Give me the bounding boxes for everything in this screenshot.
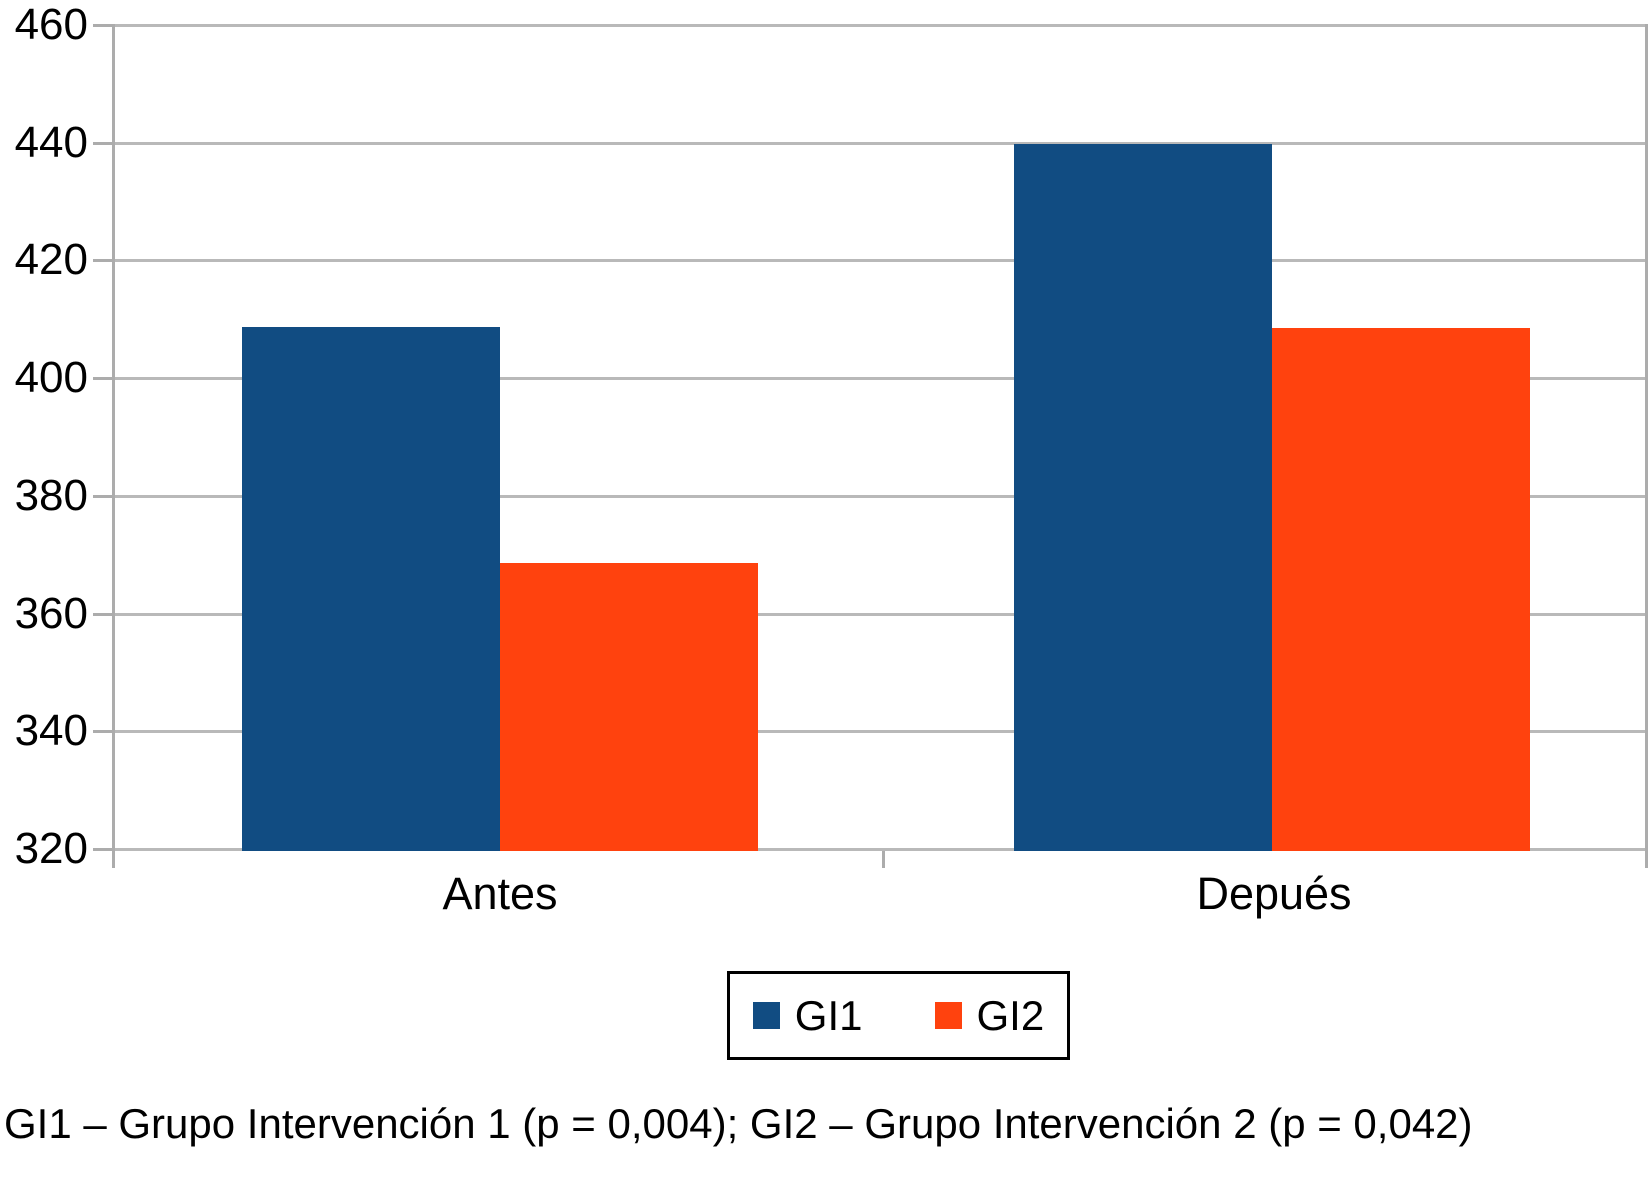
y-axis-tick-380 (93, 494, 112, 498)
x-axis-middle-tick (882, 851, 885, 868)
gridline-460 (112, 24, 1648, 27)
gridline-380 (112, 494, 1648, 498)
y-axis-tick-420 (93, 259, 112, 263)
y-axis-label-380: 380 (14, 470, 88, 520)
gridline-440 (112, 141, 1648, 145)
y-axis-tick-440 (93, 141, 112, 145)
y-axis-tick-460 (93, 24, 112, 27)
gridline-340 (112, 730, 1648, 734)
y-axis-label-400: 400 (14, 353, 88, 403)
footnote-caption: GI1 – Grupo Intervención 1 (p = 0,004); … (4, 1100, 1473, 1147)
bar-gi1-category-0 (242, 327, 500, 851)
y-axis-label-440: 440 (14, 117, 88, 167)
y-axis-label-420: 420 (14, 235, 88, 285)
y-axis-tick-320 (93, 848, 112, 851)
y-axis-label-320: 320 (14, 824, 88, 873)
legend-swatch-gi2-icon (934, 1002, 962, 1029)
x-axis-label-despues: Depués (1196, 868, 1352, 919)
bar-gi2-category-1 (1272, 327, 1530, 851)
bar-gi1-category-1 (1014, 144, 1272, 851)
y-axis-label-360: 360 (14, 588, 88, 638)
y-axis-label-340: 340 (14, 706, 88, 756)
plot-area (93, 24, 1648, 868)
gridline-320 (112, 848, 1648, 851)
legend-swatch-gi1-icon (752, 1002, 780, 1029)
bar-gi2-category-0 (500, 562, 758, 851)
legend-label-gi1: GI1 (794, 991, 863, 1039)
legend-label-gi2: GI2 (976, 991, 1045, 1039)
gridline-420 (112, 259, 1648, 263)
plot-right-border-line (1645, 24, 1648, 868)
y-axis-tick-340 (93, 730, 112, 734)
y-axis-tick-400 (93, 377, 112, 381)
y-axis-tick-360 (93, 612, 112, 616)
y-axis-line (112, 24, 115, 868)
gridline-360 (112, 612, 1648, 616)
x-axis-label-antes: Antes (442, 868, 558, 919)
legend-item-gi2: GI2 (934, 991, 1045, 1039)
legend-item-gi1: GI1 (752, 991, 863, 1039)
legend-box: GI1 GI2 (727, 971, 1070, 1060)
y-axis-label-460: 460 (14, 0, 88, 49)
gridline-400 (112, 377, 1648, 381)
